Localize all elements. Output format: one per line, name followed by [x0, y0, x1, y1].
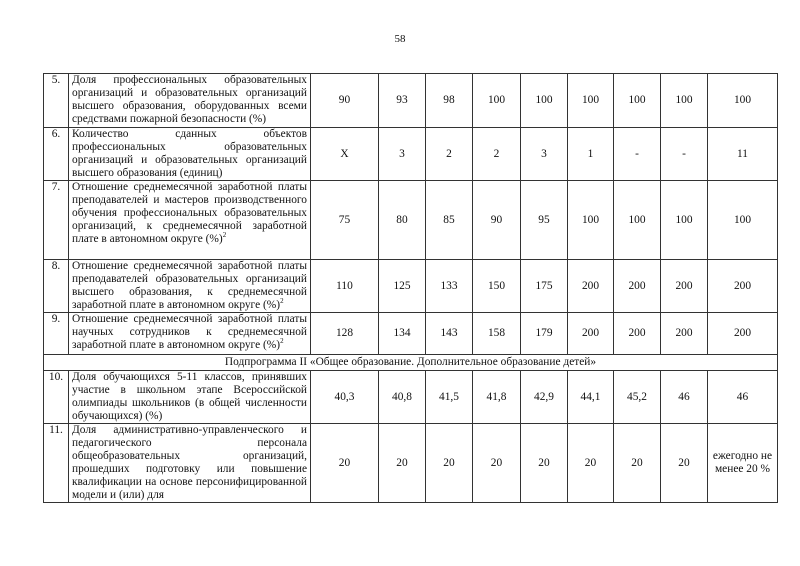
value-cell: 133: [425, 259, 473, 313]
value-cell: 90: [310, 73, 379, 128]
value-cell: 110: [310, 259, 379, 313]
value-cell: 3: [378, 127, 426, 181]
row-number: 6.: [43, 127, 69, 181]
indicator-text: Количество сданных объектов профессионал…: [72, 128, 307, 179]
value-cell: 100: [660, 73, 708, 128]
value-cell: 2: [472, 127, 521, 181]
value-cell: 80: [378, 180, 426, 260]
footnote-mark: 2: [280, 337, 284, 346]
value-cell: 200: [613, 259, 661, 313]
row-number: 10.: [43, 370, 69, 424]
value-cell: 20: [660, 423, 708, 503]
value-cell: 200: [707, 259, 778, 313]
value-cell: 100: [567, 180, 614, 260]
value-cell: -: [660, 127, 708, 181]
table-row: 10. Доля обучающихся 5-11 классов, приняв…: [43, 370, 778, 424]
value-cell: 100: [567, 73, 614, 128]
value-cell: 179: [520, 312, 568, 355]
page-number: 58: [394, 33, 406, 45]
value-cell: 41,5: [425, 370, 473, 424]
indicators-table: 5. Доля профессиональных образовательных …: [43, 73, 778, 503]
table-row: 8. Отношение среднемесячной заработной пл…: [43, 259, 778, 313]
table-row: 5. Доля профессиональных образовательных …: [43, 73, 778, 128]
value-cell: ежегодно не менее 20 %: [707, 423, 778, 503]
footnote-mark: 2: [222, 231, 227, 240]
table-row: 7. Отношение среднемесячной заработной пл…: [43, 180, 778, 260]
value-cell: 93: [378, 73, 426, 128]
row-number: 9.: [43, 312, 69, 355]
value-cell: 11: [707, 127, 778, 181]
indicator-text: Доля обучающихся 5-11 классов, принявших…: [72, 371, 307, 422]
value-cell: 1: [567, 127, 614, 181]
value-cell: -: [613, 127, 661, 181]
indicator-text: Отношение среднемесячной заработной плат…: [72, 260, 307, 311]
value-cell: 44,1: [567, 370, 614, 424]
value-cell: 100: [520, 73, 568, 128]
subprogram-header: Подпрограмма II «Общее образование. Допо…: [43, 354, 778, 371]
value-cell: 20: [472, 423, 521, 503]
value-cell: 200: [707, 312, 778, 355]
value-cell: 100: [660, 180, 708, 260]
value-cell: 200: [567, 312, 614, 355]
row-number: 7.: [43, 180, 69, 260]
value-cell: 95: [520, 180, 568, 260]
value-cell: 42,9: [520, 370, 568, 424]
value-cell: 200: [660, 312, 708, 355]
indicator-description: Отношение среднемесячной заработной плат…: [68, 312, 311, 355]
indicator-description: Доля административно-управленческого и п…: [68, 423, 311, 503]
indicator-description: Отношение среднемесячной заработной плат…: [68, 259, 311, 313]
indicator-description: Отношение среднемесячной заработной плат…: [68, 180, 311, 260]
value-cell: 200: [660, 259, 708, 313]
value-cell: 75: [310, 180, 379, 260]
value-cell: 175: [520, 259, 568, 313]
value-cell: 100: [707, 73, 778, 128]
row-number: 8.: [43, 259, 69, 313]
value-cell: 125: [378, 259, 426, 313]
value-cell: 40,3: [310, 370, 379, 424]
value-cell: 20: [567, 423, 614, 503]
row-number: 5.: [43, 73, 69, 128]
indicator-description: Доля профессиональных образовательных ор…: [68, 73, 311, 128]
value-cell: 45,2: [613, 370, 661, 424]
value-cell: 3: [520, 127, 568, 181]
value-cell: 100: [613, 73, 661, 128]
value-cell: 20: [378, 423, 426, 503]
value-cell: 20: [310, 423, 379, 503]
value-cell: 46: [707, 370, 778, 424]
value-cell: 20: [520, 423, 568, 503]
value-cell: X: [310, 127, 379, 181]
indicator-text: Доля административно-управленческого и п…: [72, 424, 307, 501]
value-cell: 46: [660, 370, 708, 424]
table-row: 6. Количество сданных объектов профессион…: [43, 127, 778, 181]
indicator-description: Количество сданных объектов профессионал…: [68, 127, 311, 181]
value-cell: 134: [378, 312, 426, 355]
indicator-text: Доля профессиональных образовательных ор…: [72, 74, 307, 125]
footnote-mark: 2: [280, 297, 284, 306]
value-cell: 20: [425, 423, 473, 503]
value-cell: 90: [472, 180, 521, 260]
value-cell: 158: [472, 312, 521, 355]
value-cell: 150: [472, 259, 521, 313]
row-number: 11.: [43, 423, 69, 503]
value-cell: 200: [567, 259, 614, 313]
value-cell: 40,8: [378, 370, 426, 424]
value-cell: 200: [613, 312, 661, 355]
table-row: 9. Отношение среднемесячной заработной пл…: [43, 312, 778, 355]
value-cell: 143: [425, 312, 473, 355]
value-cell: 98: [425, 73, 473, 128]
value-cell: 128: [310, 312, 379, 355]
indicator-text: Отношение среднемесячной заработной плат…: [72, 181, 307, 245]
value-cell: 85: [425, 180, 473, 260]
value-cell: 100: [707, 180, 778, 260]
value-cell: 41,8: [472, 370, 521, 424]
value-cell: 100: [472, 73, 521, 128]
value-cell: 2: [425, 127, 473, 181]
table-row: 11. Доля административно-управленческого …: [43, 423, 778, 503]
indicator-description: Доля обучающихся 5-11 классов, принявших…: [68, 370, 311, 424]
value-cell: 100: [613, 180, 661, 260]
value-cell: 20: [613, 423, 661, 503]
indicator-text: Отношение среднемесячной заработной плат…: [72, 313, 307, 351]
